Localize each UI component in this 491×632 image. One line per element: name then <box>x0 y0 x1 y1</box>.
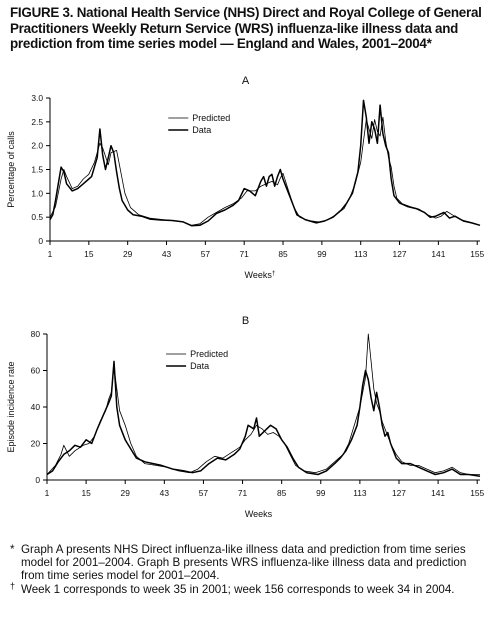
chart-a-x-tick-label: 113 <box>354 249 368 259</box>
chart-a-y-tick-label: 0.5 <box>31 212 43 222</box>
chart-a-y-tick-label: 2.0 <box>31 141 43 151</box>
footnote-2-text: Week 1 corresponds to week 35 in 2001; w… <box>21 582 455 596</box>
chart-a-x-tick-label: 1 <box>48 249 53 259</box>
chart-b-x-tick-label: 29 <box>121 488 131 498</box>
chart-a-x-tick-label: 155 <box>470 249 484 259</box>
chart-b-x-tick-label: 71 <box>238 488 248 498</box>
footnote-1: * Graph A presents NHS Direct influenza-… <box>10 543 484 583</box>
chart-a-x-tick-label: 85 <box>278 249 288 259</box>
chart-b-x-axis-title: Weeks <box>245 509 273 519</box>
chart-b-x-tick-label: 127 <box>392 488 406 498</box>
chart-b-series-predicted <box>46 333 480 475</box>
chart-a-x-tick-label: 71 <box>240 249 250 259</box>
chart-b-x-tick-label: 1 <box>45 488 50 498</box>
chart-b-y-tick-label: 20 <box>31 439 41 449</box>
chart-a-x-tick-label: 57 <box>201 249 211 259</box>
chart-a-y-tick-label: 2.5 <box>31 117 43 127</box>
chart-b-legend-label-data: Data <box>190 361 209 371</box>
chart-b-x-tick-label: 99 <box>316 488 326 498</box>
chart-a-y-tick-label: 1.5 <box>31 165 43 175</box>
chart-b-y-tick-label: 60 <box>31 366 41 376</box>
chart-a-x-tick-label: 15 <box>84 249 94 259</box>
chart-b-svg: B 0 20 40 60 80 1 15 29 43 57 71 85 99 113 127 141 155 Wee… <box>6 315 485 519</box>
chart-a-x-tick-label: 141 <box>431 249 445 259</box>
chart-b-y-tick-label: 0 <box>35 475 40 485</box>
chart-a-legend-label-predicted: Predicted <box>192 113 230 123</box>
footnote-2-mark: † <box>10 580 16 591</box>
chart-b-y-tick-label: 40 <box>31 402 41 412</box>
chart-panel-b: B 0 20 40 60 80 1 15 29 43 57 71 85 99 113 127 141 155 Wee… <box>0 310 491 532</box>
chart-b-x-tick-label: 141 <box>431 488 445 498</box>
chart-b-x-tick-label: 57 <box>199 488 209 498</box>
chart-a-x-tick-label: 43 <box>162 249 172 259</box>
footnote-2: † Week 1 corresponds to week 35 in 2001;… <box>10 580 484 596</box>
chart-a-x-axis-title-mark: † <box>272 270 276 277</box>
chart-a-x-tick-label: 29 <box>123 249 133 259</box>
chart-a-series-data <box>49 99 481 227</box>
chart-a-y-tick-label: 0 <box>38 236 43 246</box>
chart-b-panel-letter: B <box>242 315 249 327</box>
chart-a-panel-letter: A <box>242 75 250 87</box>
footnote-1-mark: * <box>10 543 15 556</box>
chart-a-y-axis-title: Percentage of calls <box>6 131 16 208</box>
chart-b-y-tick-label: 80 <box>31 329 41 339</box>
figure-title: FIGURE 3. National Health Service (NHS) … <box>10 5 482 52</box>
footnotes: * Graph A presents NHS Direct influenza-… <box>10 543 484 596</box>
chart-a-y-tick-label: 1.0 <box>31 188 43 198</box>
chart-b-x-tick-label: 85 <box>277 488 287 498</box>
chart-a-x-tick-label: 127 <box>393 249 407 259</box>
chart-a-legend-label-data: Data <box>192 125 211 135</box>
chart-b-legend-label-predicted: Predicted <box>190 349 228 359</box>
chart-b-x-tick-label: 155 <box>470 488 484 498</box>
chart-b-x-tick-label: 113 <box>353 488 367 498</box>
chart-a-svg: A 0 0.5 1.0 1.5 2.0 2.5 3.0 1 15 29 43 57 71 85 99 113 12… <box>6 75 485 280</box>
chart-b-series-data <box>46 360 481 478</box>
chart-b-x-tick-label: 15 <box>81 488 91 498</box>
chart-panel-a: A 0 0.5 1.0 1.5 2.0 2.5 3.0 1 15 29 43 57 71 85 99 113 12… <box>0 68 491 290</box>
footnote-1-text: Graph A presents NHS Direct influenza-li… <box>21 543 467 583</box>
chart-a-x-axis-title: Weeks† <box>245 270 276 280</box>
chart-a-y-tick-label: 3.0 <box>31 93 43 103</box>
chart-b-y-axis-title: Episode incidence rate <box>6 361 16 452</box>
chart-b-x-tick-label: 43 <box>160 488 170 498</box>
chart-a-x-tick-label: 99 <box>317 249 327 259</box>
